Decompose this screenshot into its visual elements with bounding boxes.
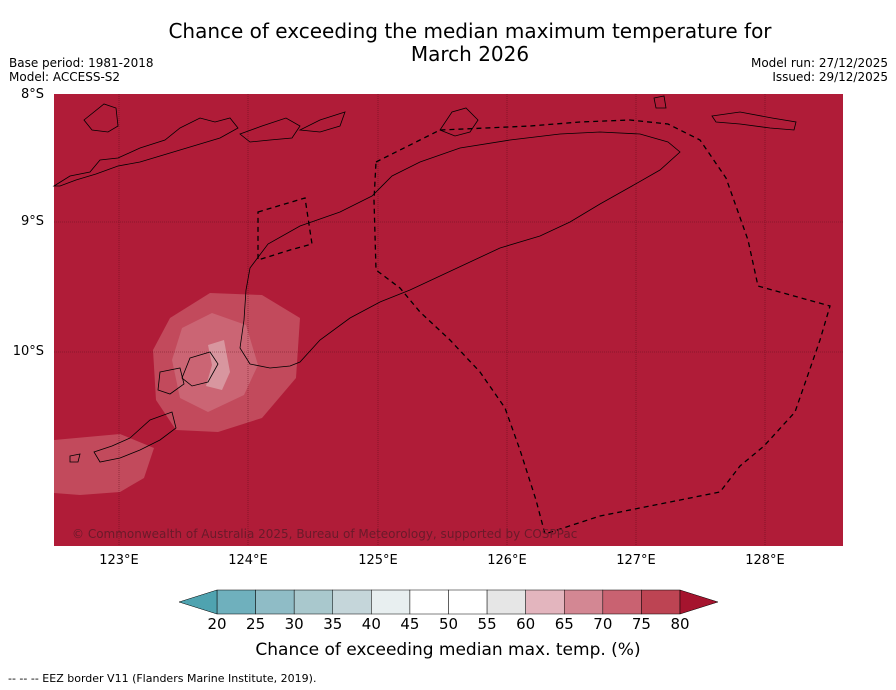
lat-label-9s: 9°S xyxy=(20,214,44,229)
colorbar-tick-label: 50 xyxy=(438,615,459,633)
colorbar-over-arrow xyxy=(679,589,719,615)
colorbar-segment xyxy=(371,589,411,615)
colorbar-tick-label: 65 xyxy=(554,615,574,633)
colorbar-tick-label: 25 xyxy=(246,615,266,633)
colorbar-tick-label: 75 xyxy=(631,615,651,633)
colorbar-segment xyxy=(525,589,565,615)
colorbar-segment xyxy=(293,589,333,615)
colorbar-label: Chance of exceeding median max. temp. (%… xyxy=(255,640,641,660)
title-line-2: March 2026 xyxy=(410,42,530,66)
graticule xyxy=(54,94,843,546)
colorbar xyxy=(178,589,719,615)
colorbar-tick-label: 80 xyxy=(670,615,690,633)
colorbar-segment xyxy=(602,589,642,615)
prob-region-southwest xyxy=(54,434,154,495)
lon-label-123e: 123°E xyxy=(99,553,139,568)
lon-label-124e: 124°E xyxy=(228,553,268,568)
issued-date: Issued: 29/12/2025 xyxy=(772,70,888,84)
lon-label-127e: 127°E xyxy=(616,553,656,568)
colorbar-segment xyxy=(486,589,526,615)
title-line-1: Chance of exceeding the median maximum t… xyxy=(168,19,772,43)
colorbar-tick-label: 60 xyxy=(516,615,536,633)
lon-label-125e: 125°E xyxy=(358,553,398,568)
model-run: Model run: 27/12/2025 xyxy=(750,56,888,70)
eez-footnote: -- -- -- EEZ border V11 (Flanders Marine… xyxy=(8,672,317,685)
copyright-note: © Commonwealth of Australia 2025, Bureau… xyxy=(72,527,578,541)
colorbar-segment xyxy=(641,589,681,615)
colorbar-segment xyxy=(255,589,295,615)
chart-title: Chance of exceeding the median maximum t… xyxy=(120,20,820,66)
colorbar-tick-label: 55 xyxy=(477,615,497,633)
colorbar-segment xyxy=(409,589,449,615)
colorbar-segment xyxy=(332,589,372,615)
meta-right: Model run: 27/12/2025 Issued: 29/12/2025 xyxy=(751,56,888,84)
colorbar-segment xyxy=(564,589,604,615)
meta-left: Base period: 1981-2018 Model: ACCESS-S2 xyxy=(9,56,154,84)
colorbar-under-arrow xyxy=(178,589,218,615)
lon-label-128e: 128°E xyxy=(745,553,785,568)
prob-region-65 xyxy=(206,340,230,390)
eez-border xyxy=(257,119,831,535)
colorbar-tick-label: 20 xyxy=(207,615,227,633)
model-name: Model: ACCESS-S2 xyxy=(9,70,121,84)
coastlines xyxy=(52,95,797,463)
base-period: Base period: 1981-2018 xyxy=(9,56,154,70)
colorbar-tick-label: 70 xyxy=(593,615,613,633)
lat-label-8s: 8°S xyxy=(20,87,44,102)
colorbar-tick-label: 45 xyxy=(400,615,420,633)
lat-label-10s: 10°S xyxy=(12,344,44,359)
colorbar-tick-label: 30 xyxy=(284,615,304,633)
colorbar-segment xyxy=(448,589,488,615)
colorbar-tick-label: 40 xyxy=(361,615,381,633)
colorbar-tick-label: 35 xyxy=(323,615,343,633)
colorbar-segment xyxy=(216,589,256,615)
lon-label-126e: 126°E xyxy=(487,553,527,568)
